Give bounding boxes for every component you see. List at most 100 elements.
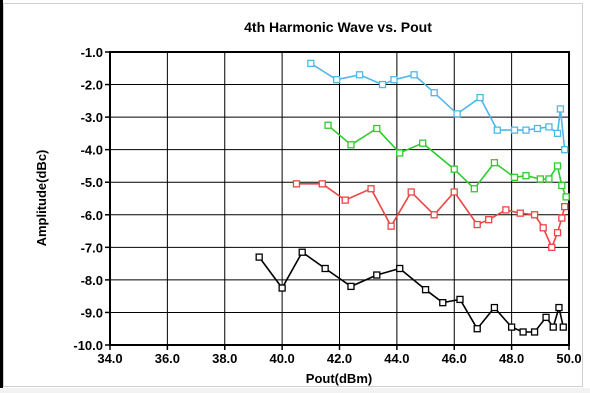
data-point — [473, 325, 481, 333]
y-tick-label: -5.0 — [81, 175, 103, 190]
series-3 — [292, 180, 569, 251]
y-axis: -1.0 -2.0 -3.0 -4.0 -5.0 -6.0 -7.0 -8.0 -9.0 -10.… — [73, 45, 110, 353]
y-tick-label: -10.0 — [73, 338, 103, 353]
data-point — [516, 209, 524, 217]
data-point — [430, 89, 438, 97]
data-point — [476, 93, 484, 102]
data-point — [321, 264, 329, 273]
data-point — [490, 159, 499, 167]
x-tick-label: 44.0 — [384, 351, 409, 366]
series-line — [258, 251, 565, 333]
data-point — [502, 206, 510, 214]
data-point — [421, 286, 430, 294]
data-point — [530, 211, 539, 219]
chart-title: 4th Harmonic Wave vs. Pout — [244, 19, 432, 35]
data-point — [545, 175, 553, 183]
x-tick-label: 34.0 — [97, 351, 122, 366]
y-tick-label: -9.0 — [81, 305, 103, 320]
data-point — [549, 323, 557, 331]
data-point — [510, 126, 519, 134]
series-line — [310, 62, 566, 150]
left-edge-rule — [0, 0, 3, 393]
data-point — [390, 76, 398, 84]
grid — [109, 51, 570, 346]
data-point — [553, 162, 562, 170]
data-point — [562, 193, 570, 201]
data-point — [453, 110, 461, 118]
data-point — [410, 71, 418, 79]
data-point — [407, 188, 415, 196]
data-point — [558, 181, 566, 190]
data-point — [548, 243, 556, 251]
x-tick-label: 36.0 — [155, 351, 180, 366]
x-tick-label: 42.0 — [327, 351, 352, 366]
data-point — [450, 165, 458, 173]
data-point — [255, 253, 263, 261]
data-point — [553, 129, 562, 138]
data-point — [439, 299, 447, 307]
data-point — [519, 328, 527, 336]
data-point — [533, 124, 542, 133]
data-point — [396, 149, 404, 157]
data-point — [307, 59, 315, 68]
x-axis-title: Pout(dBm) — [306, 371, 372, 386]
data-point — [430, 211, 438, 219]
data-point — [510, 173, 519, 181]
y-axis-title: Amplitude(dBc) — [34, 150, 49, 247]
data-point — [298, 248, 306, 256]
data-point — [396, 264, 404, 273]
data-point — [539, 224, 547, 232]
data-point — [493, 126, 501, 134]
series-group — [255, 59, 570, 336]
data-point — [555, 303, 563, 312]
y-tick-label: -3.0 — [81, 110, 103, 125]
data-point — [490, 303, 499, 312]
data-point — [373, 271, 381, 279]
data-point — [387, 222, 395, 230]
y-tick-label: -6.0 — [81, 208, 103, 223]
data-point — [470, 185, 478, 193]
x-tick-label: 38.0 — [212, 351, 237, 366]
series-2 — [324, 121, 570, 201]
data-point — [556, 105, 565, 113]
data-point — [292, 180, 301, 188]
data-point — [530, 328, 539, 336]
data-point — [561, 202, 569, 211]
data-point — [378, 80, 387, 89]
data-point — [485, 216, 493, 224]
y-tick-label: -1.0 — [81, 45, 103, 60]
data-point — [456, 295, 464, 304]
data-point — [347, 282, 355, 291]
data-point — [332, 76, 341, 84]
y-tick-label: -8.0 — [81, 273, 103, 288]
x-tick-label: 46.0 — [442, 351, 467, 366]
data-point — [355, 71, 364, 79]
data-point — [324, 121, 332, 129]
chart-frame — [3, 3, 583, 387]
data-point — [419, 139, 427, 147]
data-point — [318, 180, 326, 188]
data-point — [545, 123, 553, 131]
data-point — [367, 185, 375, 193]
data-point — [450, 188, 458, 196]
x-tick-label: 40.0 — [269, 351, 294, 366]
data-point — [522, 172, 530, 180]
series-4 — [255, 248, 567, 336]
data-point — [553, 229, 562, 237]
x-tick-label: 48.0 — [499, 351, 524, 366]
data-point — [473, 220, 481, 229]
data-point — [558, 214, 566, 222]
x-axis: 34.0 36.0 38.0 40.0 42.0 44.0 46.0 48.0 50.0 — [97, 345, 582, 366]
data-point — [373, 124, 381, 133]
data-point — [522, 126, 530, 134]
y-tick-label: -7.0 — [81, 240, 103, 255]
data-point — [507, 323, 516, 331]
data-point — [536, 175, 544, 183]
data-point — [559, 323, 567, 331]
y-tick-label: -4.0 — [81, 143, 103, 158]
series-line — [327, 124, 567, 198]
data-point — [278, 284, 286, 292]
bottom-edge-rule — [0, 388, 590, 393]
data-point — [561, 146, 569, 154]
